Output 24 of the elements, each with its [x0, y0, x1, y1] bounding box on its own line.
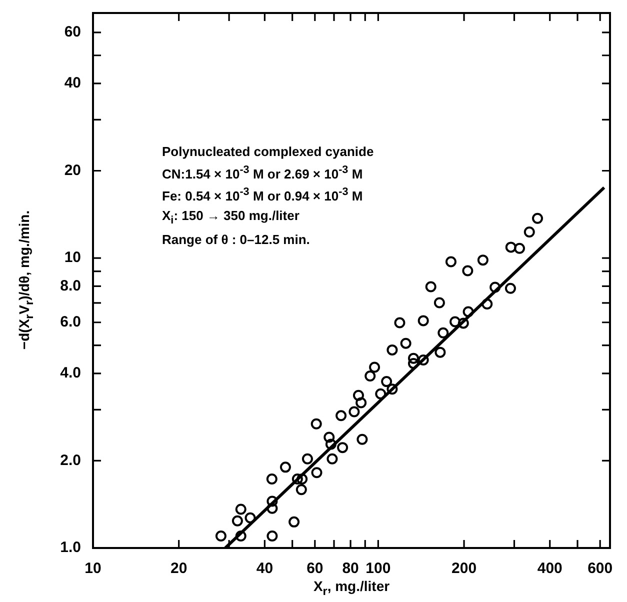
y-tick-label: 2.0	[60, 452, 81, 469]
x-tick-label: 200	[452, 560, 477, 578]
x-tick-label: 20	[170, 560, 188, 578]
annotation: CN:1.54 × 10$^{-3}$ M or 2.69 × 10$^{-3}$ M	[162, 163, 364, 184]
x-tick-label: 40	[256, 560, 274, 578]
y-tick-label: 6.0	[60, 314, 81, 331]
annotation: Polynucleated complexed cyanide	[162, 143, 374, 161]
x-tick-label: 600	[588, 560, 613, 578]
x-axis-title: X$_{r}$, mg./liter	[312, 578, 391, 598]
annotation: Fe: 0.54 × 10$^{-3}$ M or 0.94 × 10$^{-3}$ M	[162, 185, 364, 206]
y-tick-label: 40	[64, 74, 81, 92]
x-tick-label: 10	[84, 560, 102, 578]
annotation: Range of θ : 0–12.5 min.	[162, 231, 311, 250]
y-tick-label: 20	[64, 162, 81, 179]
y-tick-label: 8.0	[60, 277, 81, 294]
y-tick-label: 60	[64, 24, 81, 41]
annotation: X$_{i}$: 150 → 350 mg./liter	[162, 206, 300, 228]
y-tick-label: 1.0	[60, 539, 81, 556]
x-tick-label: 400	[537, 560, 562, 578]
y-tick-label: 4.0	[60, 364, 81, 382]
x-tick-label: 60	[306, 560, 324, 578]
x-tick-label: 100	[366, 560, 391, 578]
y-tick-label: 10	[64, 249, 81, 266]
x-tick-label: 80	[342, 560, 359, 578]
